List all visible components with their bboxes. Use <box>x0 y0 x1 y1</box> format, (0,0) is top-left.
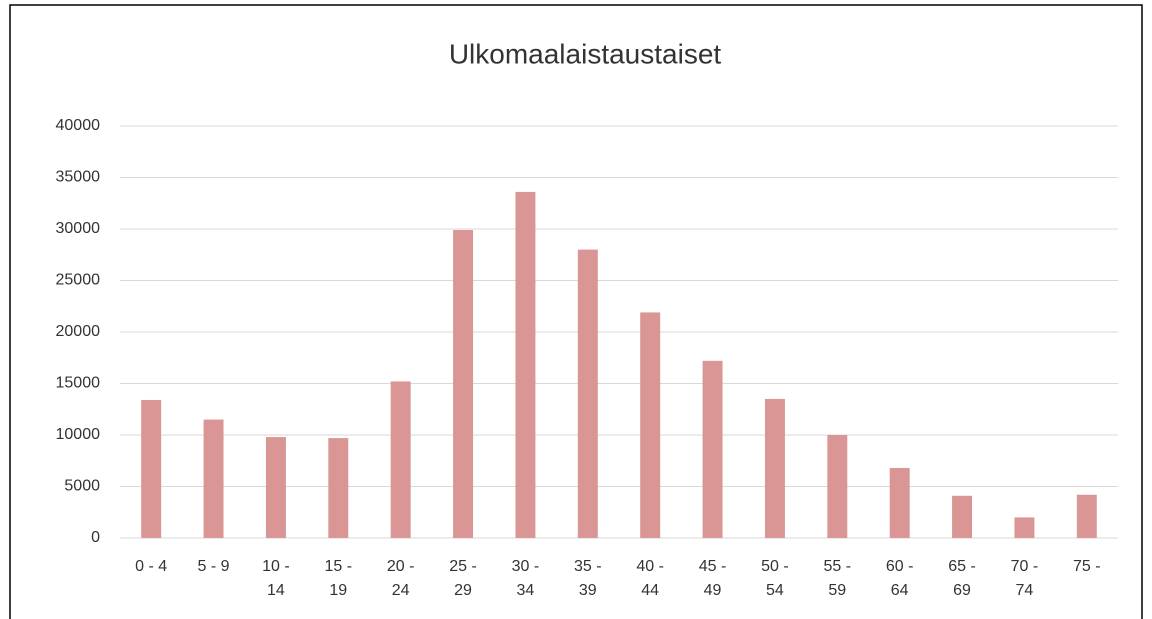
chart-border <box>9 4 1143 619</box>
bar <box>390 381 411 538</box>
bar <box>827 435 848 538</box>
bar <box>265 437 286 538</box>
y-tick-label: 25000 <box>56 272 101 289</box>
y-tick-label: 15000 <box>56 375 101 392</box>
x-tick-label: 45 - 49 <box>698 558 727 599</box>
bar <box>952 495 973 538</box>
x-tick-label: 20 - 24 <box>386 558 415 599</box>
x-tick-label: 30 - 34 <box>511 558 540 599</box>
y-tick-label: 10000 <box>56 426 101 443</box>
bar <box>1076 494 1097 538</box>
y-tick-label: 40000 <box>56 117 101 134</box>
x-tick-label: 55 - 59 <box>823 558 852 599</box>
chart-title: Ulkomaalaistaustaiset <box>449 38 722 69</box>
bar <box>640 312 661 538</box>
x-tick-label: 70 - 74 <box>1010 558 1039 599</box>
y-tick-label: 5000 <box>64 478 100 495</box>
y-tick-label: 0 <box>91 529 100 546</box>
y-tick-label: 20000 <box>56 323 101 340</box>
x-tick-label: 35 - 39 <box>574 558 602 599</box>
y-tick-label: 35000 <box>56 169 101 186</box>
x-tick-label: 60 - 64 <box>885 558 914 599</box>
x-tick-label: 10 - 14 <box>262 558 290 599</box>
bar <box>764 398 785 538</box>
x-tick-label: 75 - <box>1073 558 1101 575</box>
bar <box>702 360 723 538</box>
bar <box>328 438 349 538</box>
x-tick-label: 25 - 29 <box>449 558 477 599</box>
bar <box>515 191 536 539</box>
x-tick-label: 65 - 69 <box>948 558 976 599</box>
bar <box>1014 517 1035 538</box>
x-tick-label: 50 - 54 <box>761 558 789 599</box>
x-tick-label: 5 - 9 <box>197 558 230 575</box>
bar <box>203 419 224 538</box>
y-tick-label: 30000 <box>56 220 101 237</box>
x-tick-label: 0 - 4 <box>135 558 168 575</box>
bar <box>577 249 598 538</box>
bar <box>889 467 910 538</box>
bar <box>453 230 474 538</box>
bar <box>141 399 162 538</box>
x-tick-label: 15 - 19 <box>324 558 353 599</box>
x-tick-label: 40 - 44 <box>636 558 664 599</box>
